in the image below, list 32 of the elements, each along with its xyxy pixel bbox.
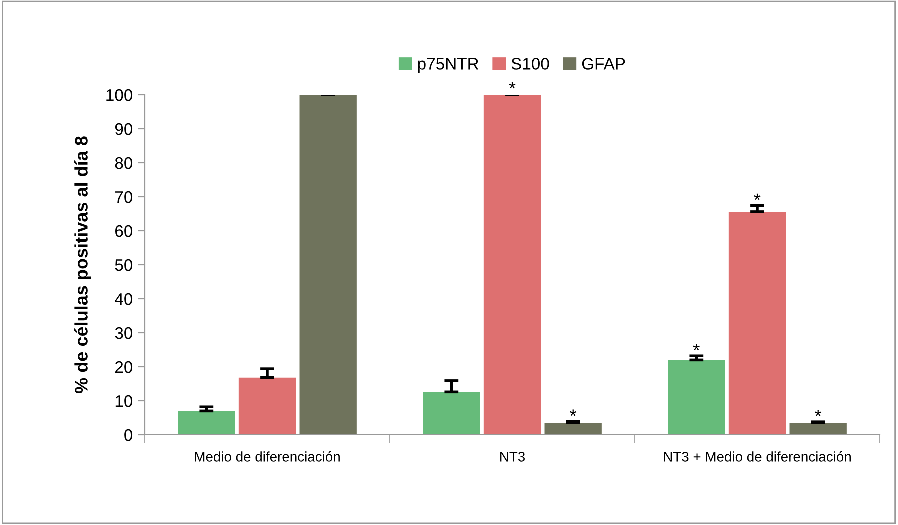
y-tick-label: 90 — [115, 123, 133, 136]
x-tick-label: NT3 — [500, 452, 526, 462]
bar — [790, 423, 847, 435]
data-label: * — [570, 410, 577, 416]
y-axis-title: % de células positivas al día 8 — [74, 136, 92, 394]
y-tick-label: 70 — [116, 191, 133, 204]
y-tick-label: 50 — [115, 259, 133, 272]
bar — [423, 392, 480, 435]
x-tick-label: NT3 + Medio de diferenciación — [664, 452, 851, 462]
bar — [728, 212, 786, 435]
data-label: * — [509, 82, 516, 89]
bar — [238, 378, 296, 435]
bar — [544, 423, 602, 435]
data-label: * — [754, 194, 761, 200]
bar — [178, 411, 236, 435]
y-tick-label: 60 — [116, 225, 133, 238]
y-tick-label: 80 — [115, 157, 133, 170]
y-tick-label: 100 — [106, 89, 133, 102]
bar — [300, 95, 357, 435]
data-label: * — [693, 344, 700, 350]
bar — [668, 360, 726, 435]
y-tick-label: 20 — [115, 361, 133, 374]
legend-label: GFAP — [582, 58, 626, 70]
legend-label: p75NTR — [418, 58, 479, 74]
y-tick-label: 40 — [115, 293, 133, 306]
legend-label: S100 — [512, 58, 550, 70]
data-label: * — [815, 410, 822, 416]
x-tick-label: Medio de diferenciación — [195, 452, 340, 462]
y-tick-label: 30 — [115, 327, 133, 340]
y-tick-label: 10 — [116, 395, 133, 408]
y-tick-label: 0 — [124, 429, 133, 442]
bar — [484, 95, 542, 435]
